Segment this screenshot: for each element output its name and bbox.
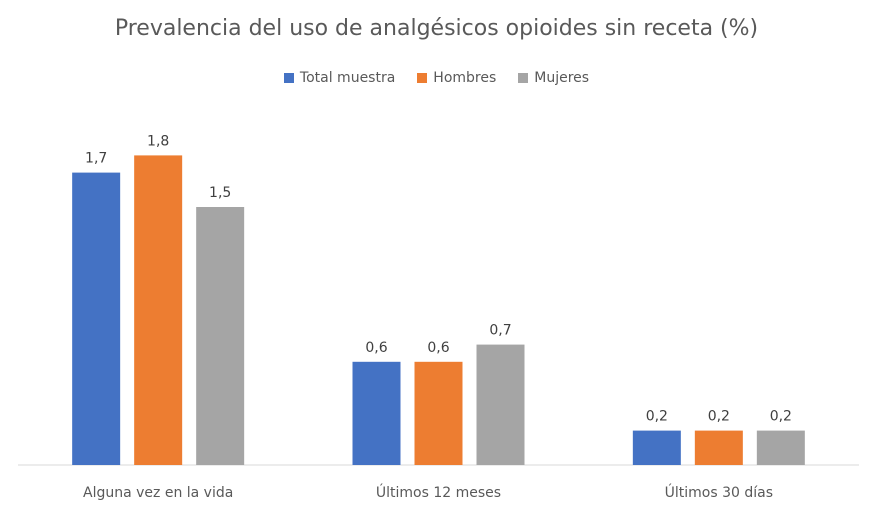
data-label: 0,6: [365, 340, 387, 356]
x-tick-label: Últimos 30 días: [665, 483, 773, 501]
legend-item: Mujeres: [518, 70, 589, 86]
legend-label: Total muestra: [299, 70, 396, 86]
bar: [632, 430, 681, 465]
data-label: 0,2: [708, 409, 730, 425]
data-label: 0,6: [427, 340, 449, 356]
data-label: 0,7: [489, 323, 511, 339]
chart-title: Prevalencia del uso de analgésicos opioi…: [114, 16, 759, 41]
data-label: 0,2: [770, 409, 792, 425]
bar: [756, 430, 805, 465]
data-label: 1,7: [85, 151, 107, 167]
legend-label: Hombres: [433, 70, 497, 86]
legend-swatch: [518, 73, 529, 83]
legend-label: Mujeres: [534, 70, 590, 86]
legend-swatch: [283, 73, 294, 83]
bar: [352, 361, 401, 465]
legend-item: Total muestra: [283, 70, 396, 86]
bar: [72, 172, 121, 465]
bar: [476, 344, 525, 465]
legend-item: Hombres: [417, 70, 496, 86]
legend-swatch: [417, 73, 428, 83]
x-tick-label: Alguna vez en la vida: [83, 485, 233, 501]
x-tick-label: Últimos 12 meses: [376, 483, 501, 501]
legend: Total muestra Hombres Mujeres: [0, 70, 873, 86]
data-label: 0,2: [646, 409, 668, 425]
bar: [414, 361, 463, 465]
bar: [134, 155, 183, 465]
data-label: 1,8: [147, 133, 169, 149]
bar: [196, 207, 245, 465]
bar: [694, 430, 743, 465]
data-label: 1,5: [209, 185, 231, 201]
